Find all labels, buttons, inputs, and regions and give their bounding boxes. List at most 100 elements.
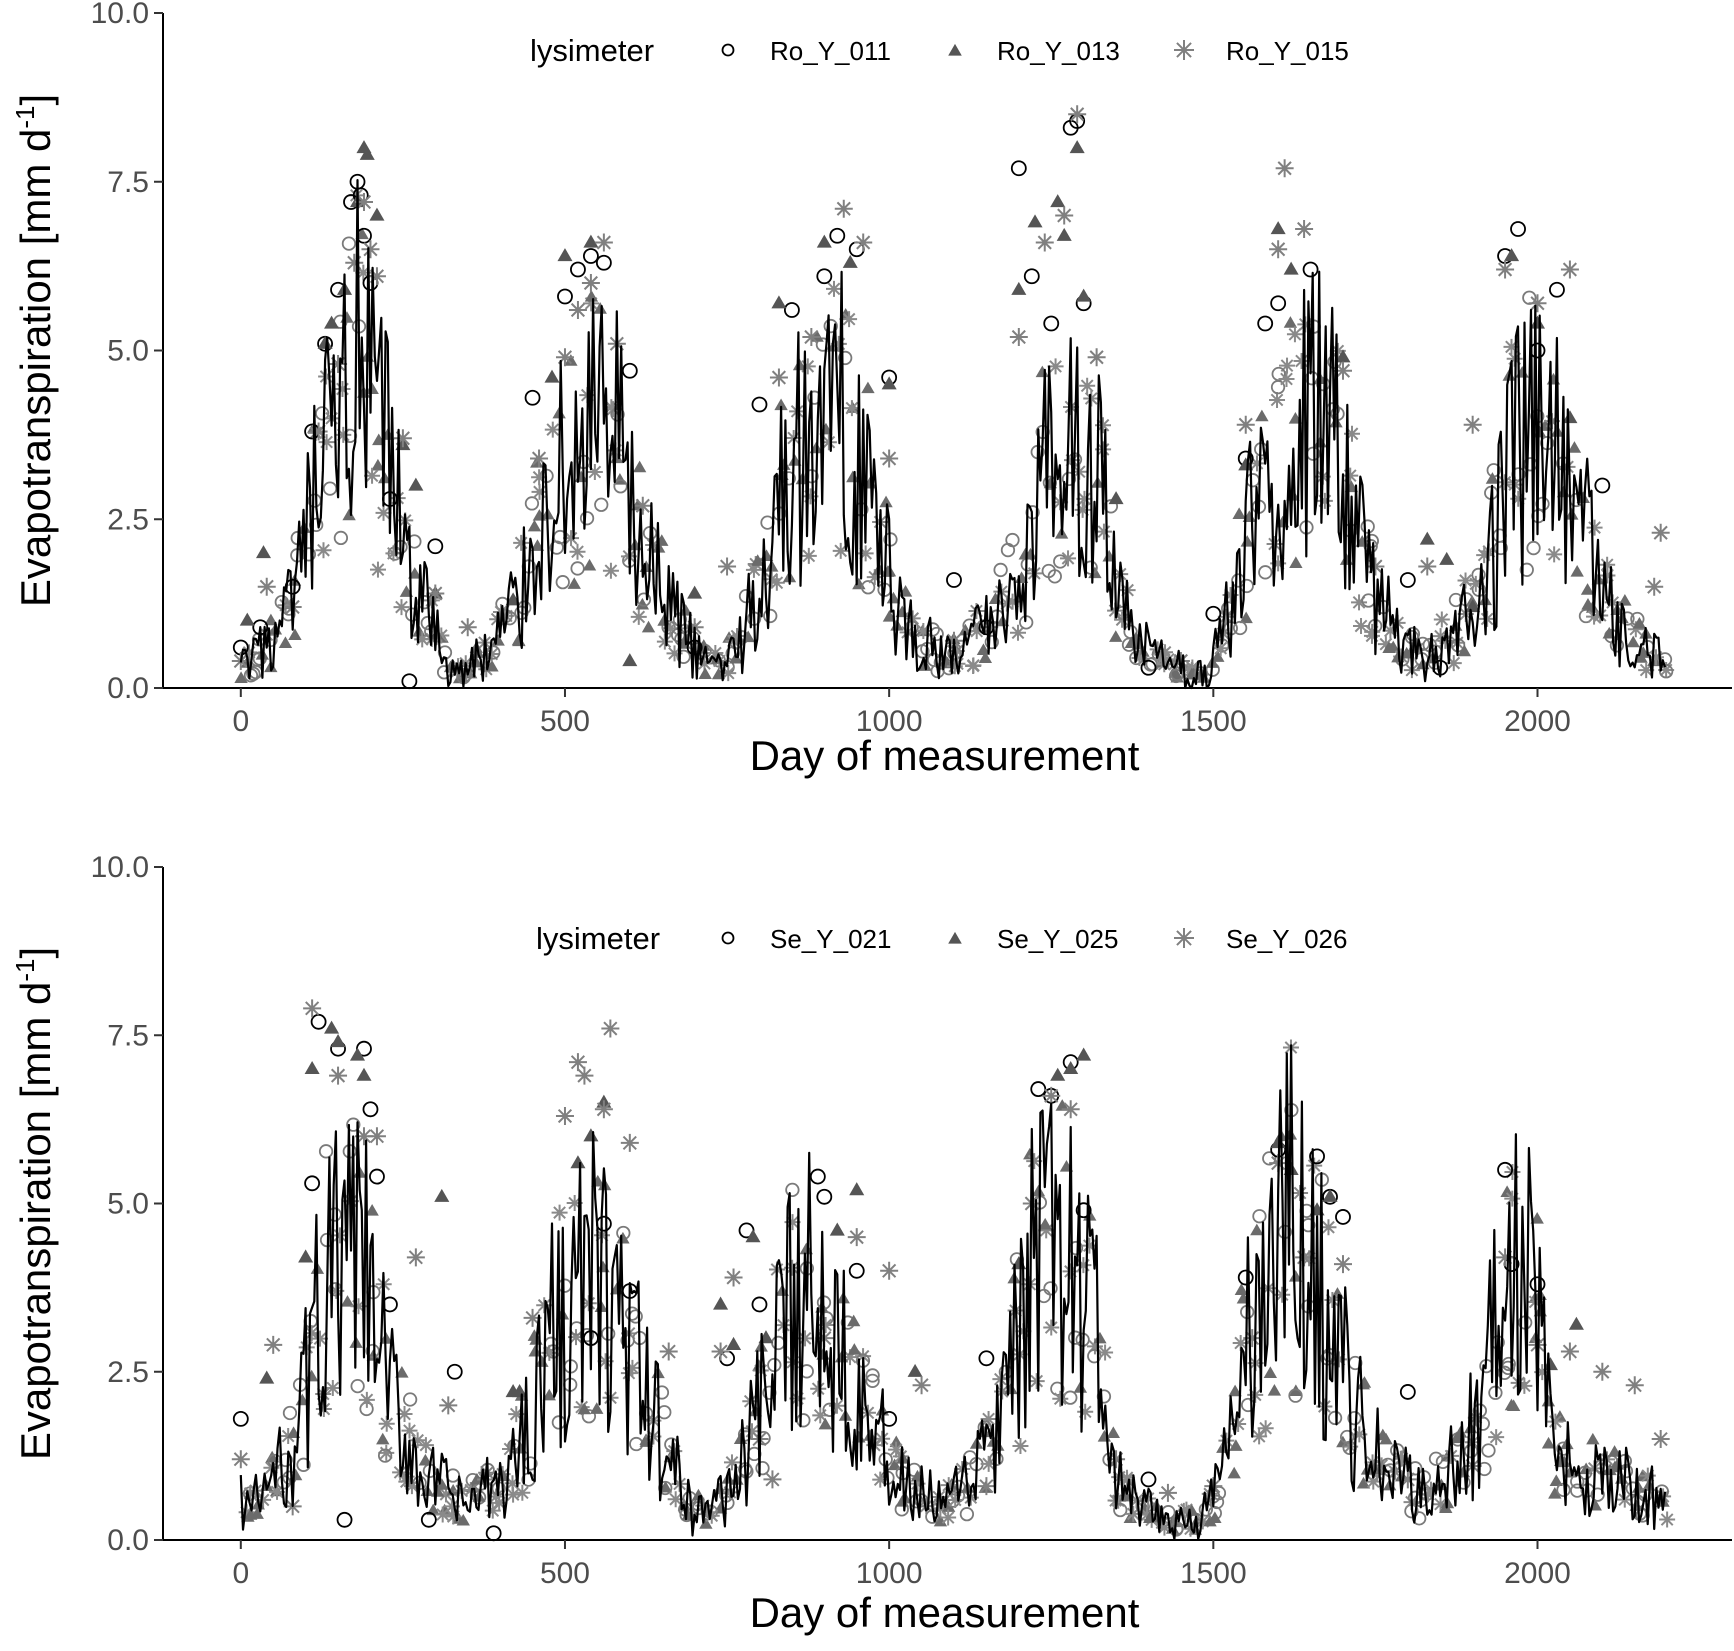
x-tick-label: 1000 [856, 1557, 923, 1590]
data-point-Ro_Y_013 [255, 545, 272, 559]
cloud-point [340, 311, 354, 323]
cloud-point [810, 1380, 827, 1397]
cloud-point [1074, 501, 1091, 518]
data-point-Ro_Y_015 [257, 577, 276, 596]
x-axis-title: Day of measurement [750, 732, 1140, 779]
cloud-point [1546, 546, 1563, 563]
cloud-point [1131, 649, 1148, 666]
data-point-Ro_Y_013 [1050, 194, 1066, 208]
cloud-point [729, 628, 746, 645]
cloud-point [865, 1368, 880, 1383]
cloud-point [502, 1440, 519, 1457]
data-point-Ro_Y_011 [946, 572, 962, 588]
cloud-point [1140, 1490, 1157, 1507]
cloud-point [407, 534, 422, 549]
cloud-point [980, 1455, 997, 1472]
cloud-point [1616, 1491, 1633, 1508]
data-point-Se_Y_026 [763, 1470, 782, 1489]
cloud-point [771, 1335, 786, 1351]
cloud-point [1234, 1283, 1249, 1295]
cloud-point [624, 1359, 641, 1376]
cloud-point [1079, 377, 1096, 394]
series-Ro_Y_013 [239, 140, 1578, 667]
cloud-point [1329, 342, 1346, 359]
cloud-point [1245, 473, 1260, 488]
data-point-Ro_Y_015 [1528, 294, 1547, 313]
cloud-point [616, 1231, 630, 1244]
data-point-Ro_Y_015 [367, 267, 386, 286]
cloud-point [365, 382, 379, 395]
top-panel: 0.0 2.5 5.0 7.5 10.0 0 500 1000 1500 2000 Day of m… [10, 0, 1732, 779]
cloud-point [1175, 1502, 1192, 1519]
cloud-point [624, 1306, 640, 1321]
cloud-point [1329, 415, 1343, 428]
data-point-Ro_Y_015 [594, 233, 613, 252]
data-point-Ro_Y_015 [1171, 652, 1190, 670]
y-tick-label: 5.0 [107, 335, 149, 368]
cloud-point [978, 651, 993, 664]
cloud-point [1026, 1153, 1043, 1170]
data-point-Ro_Y_013 [324, 315, 340, 329]
cloud-point [1344, 425, 1360, 442]
legend-item-Se_Y_026: Se_Y_026 [1174, 924, 1347, 954]
cloud-point [551, 1415, 567, 1430]
cloud-point [1351, 1426, 1368, 1443]
cloud-point [1178, 1501, 1195, 1518]
data-point-Ro_Y_013 [1465, 599, 1481, 613]
data-point-Ro_Y_011 [1270, 295, 1287, 312]
y-tick-label: 2.5 [107, 503, 149, 536]
cloud-point [1212, 640, 1229, 657]
cloud-point [322, 481, 338, 496]
data-point-Ro_Y_011 [1529, 342, 1546, 359]
cloud-point [544, 421, 561, 438]
data-point-Se_Y_021 [595, 1215, 612, 1232]
cloud-point [904, 610, 921, 627]
cloud-point [1154, 1514, 1171, 1531]
cloud-point [887, 1458, 902, 1471]
cloud-point [832, 542, 849, 559]
cloud-point [1028, 1373, 1045, 1390]
cloud-point [1278, 371, 1295, 387]
cloud-point [1639, 1467, 1656, 1484]
cloud-point [678, 604, 693, 616]
data-point-Se_Y_025 [713, 1296, 729, 1310]
cloud-point [657, 1405, 672, 1420]
cloud-point [1166, 656, 1183, 673]
cloud-point [250, 1507, 264, 1519]
data-point-Ro_Y_013 [1283, 261, 1299, 275]
data-point-Ro_Y_011 [1399, 572, 1416, 588]
cloud-point [1590, 1487, 1605, 1502]
cloud-point [744, 1423, 760, 1440]
cloud-point [1270, 555, 1287, 572]
cloud-point [1488, 1429, 1505, 1446]
y-axis-title: Evapotranspiration [mm d-1] [10, 947, 59, 1460]
data-point-Ro_Y_015 [1333, 361, 1352, 380]
cloud-point [331, 1227, 348, 1244]
cloud-point [861, 381, 875, 394]
cloud-point [602, 562, 619, 579]
cloud-point [1209, 1494, 1225, 1510]
data-point-Se_Y_021 [1529, 1276, 1546, 1293]
cloud-point [1258, 565, 1273, 580]
cloud-point [1503, 338, 1520, 355]
cloud-point [1541, 1394, 1556, 1407]
cloud-point [1481, 1443, 1496, 1458]
data-point-Ro_Y_013 [842, 254, 858, 268]
cloud-point [269, 1483, 286, 1500]
cloud-point [968, 623, 985, 640]
cloud-point [946, 658, 963, 675]
cloud-point [530, 539, 545, 551]
data-point-Ro_Y_011 [1257, 315, 1274, 332]
cloud-point [247, 1482, 264, 1499]
cloud-point [965, 657, 982, 674]
data-point-Se_Y_026 [329, 1066, 348, 1085]
data-point-Se_Y_021 [362, 1101, 379, 1118]
y-tick-label: 10.0 [91, 0, 149, 30]
data-point-Se_Y_026 [659, 1342, 678, 1361]
data-point-Ro_Y_011 [524, 389, 541, 406]
cloud-point [1061, 471, 1077, 487]
x-tick-label: 2000 [1504, 705, 1571, 738]
data-point-Se_Y_025 [259, 1370, 275, 1384]
cloud-point [1010, 624, 1026, 641]
cloud-point [1453, 1425, 1468, 1438]
